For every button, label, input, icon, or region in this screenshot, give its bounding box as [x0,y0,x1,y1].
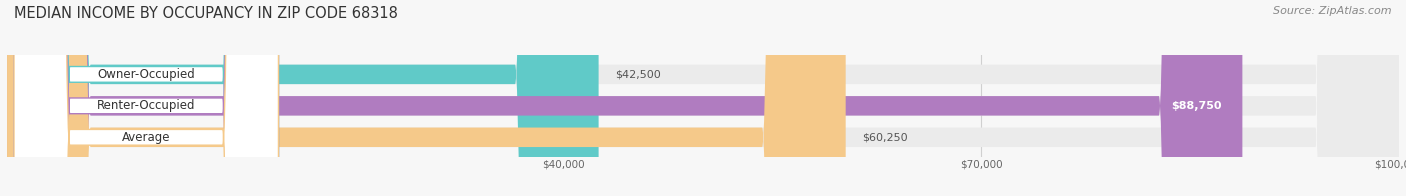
FancyBboxPatch shape [7,0,1243,196]
FancyBboxPatch shape [14,0,278,196]
Text: Source: ZipAtlas.com: Source: ZipAtlas.com [1274,6,1392,16]
Text: Renter-Occupied: Renter-Occupied [97,99,195,112]
FancyBboxPatch shape [7,0,1399,196]
FancyBboxPatch shape [7,0,845,196]
Text: Average: Average [122,131,170,144]
FancyBboxPatch shape [14,0,278,196]
Text: Owner-Occupied: Owner-Occupied [97,68,195,81]
Text: MEDIAN INCOME BY OCCUPANCY IN ZIP CODE 68318: MEDIAN INCOME BY OCCUPANCY IN ZIP CODE 6… [14,6,398,21]
FancyBboxPatch shape [14,0,278,196]
Text: $60,250: $60,250 [862,132,908,142]
FancyBboxPatch shape [7,0,599,196]
Text: $42,500: $42,500 [616,69,661,79]
FancyBboxPatch shape [7,0,1399,196]
FancyBboxPatch shape [7,0,1399,196]
Text: $88,750: $88,750 [1171,101,1222,111]
